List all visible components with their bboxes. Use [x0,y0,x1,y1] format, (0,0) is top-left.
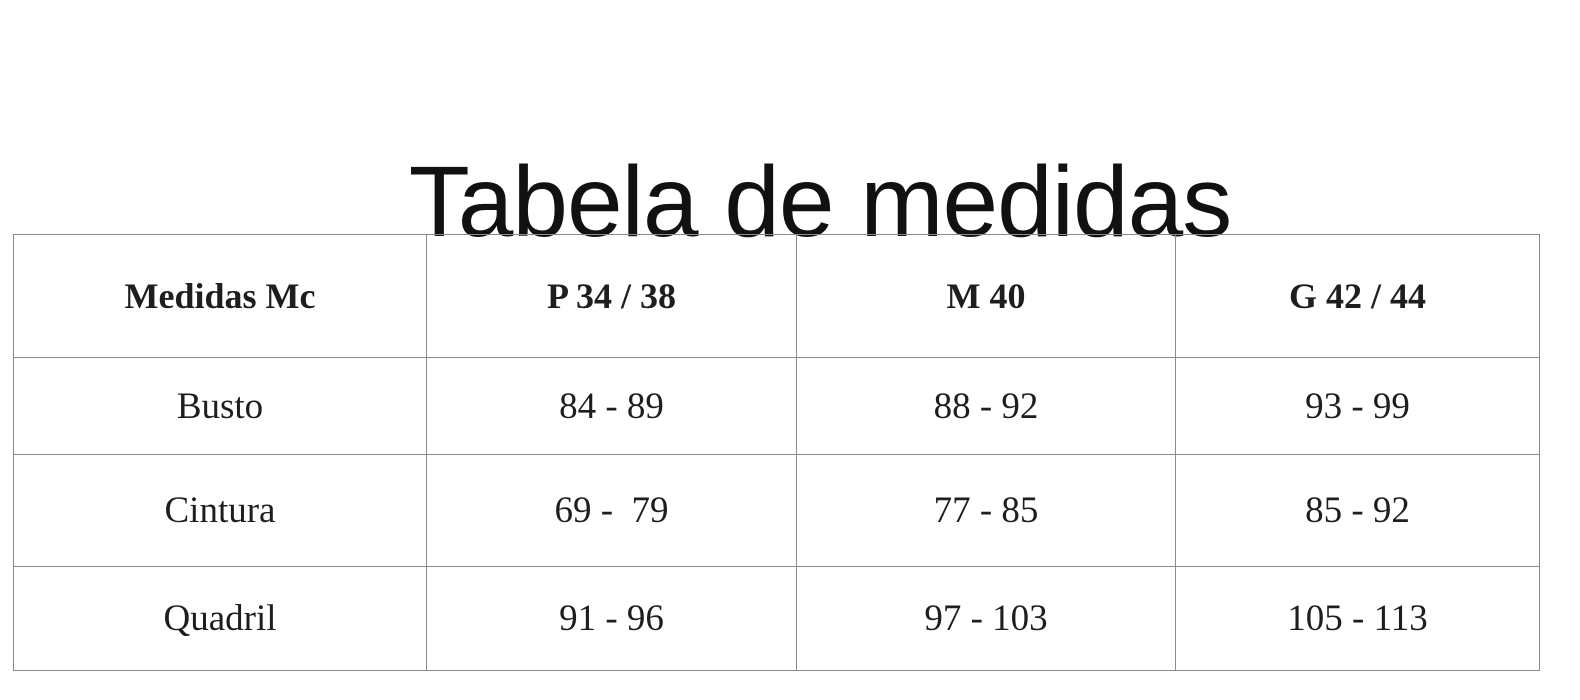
table-cell: 88 - 92 [796,357,1176,455]
table-cell: 84 - 89 [426,357,797,455]
table-header-row: Medidas Mc P 34 / 38 M 40 G 42 / 44 [13,234,1540,358]
table-cell: 77 - 85 [796,454,1176,567]
table-cell: 93 - 99 [1175,357,1540,455]
table-cell: 69 - 79 [426,454,797,567]
row-label: Quadril [13,566,427,671]
table-cell: 91 - 96 [426,566,797,671]
table-row: Busto 84 - 89 88 - 92 93 - 99 [13,357,1540,455]
header-size-g: G 42 / 44 [1175,234,1540,358]
row-label: Busto [13,357,427,455]
table-row: Cintura 69 - 79 77 - 85 85 - 92 [13,454,1540,567]
table-row: Quadril 91 - 96 97 - 103 105 - 113 [13,566,1540,671]
header-size-p: P 34 / 38 [426,234,797,358]
header-measure: Medidas Mc [13,234,427,358]
size-chart-table: Medidas Mc P 34 / 38 M 40 G 42 / 44 Bust… [13,234,1540,671]
table-cell: 97 - 103 [796,566,1176,671]
header-size-m: M 40 [796,234,1176,358]
table-cell: 85 - 92 [1175,454,1540,567]
row-label: Cintura [13,454,427,567]
table-cell: 105 - 113 [1175,566,1540,671]
